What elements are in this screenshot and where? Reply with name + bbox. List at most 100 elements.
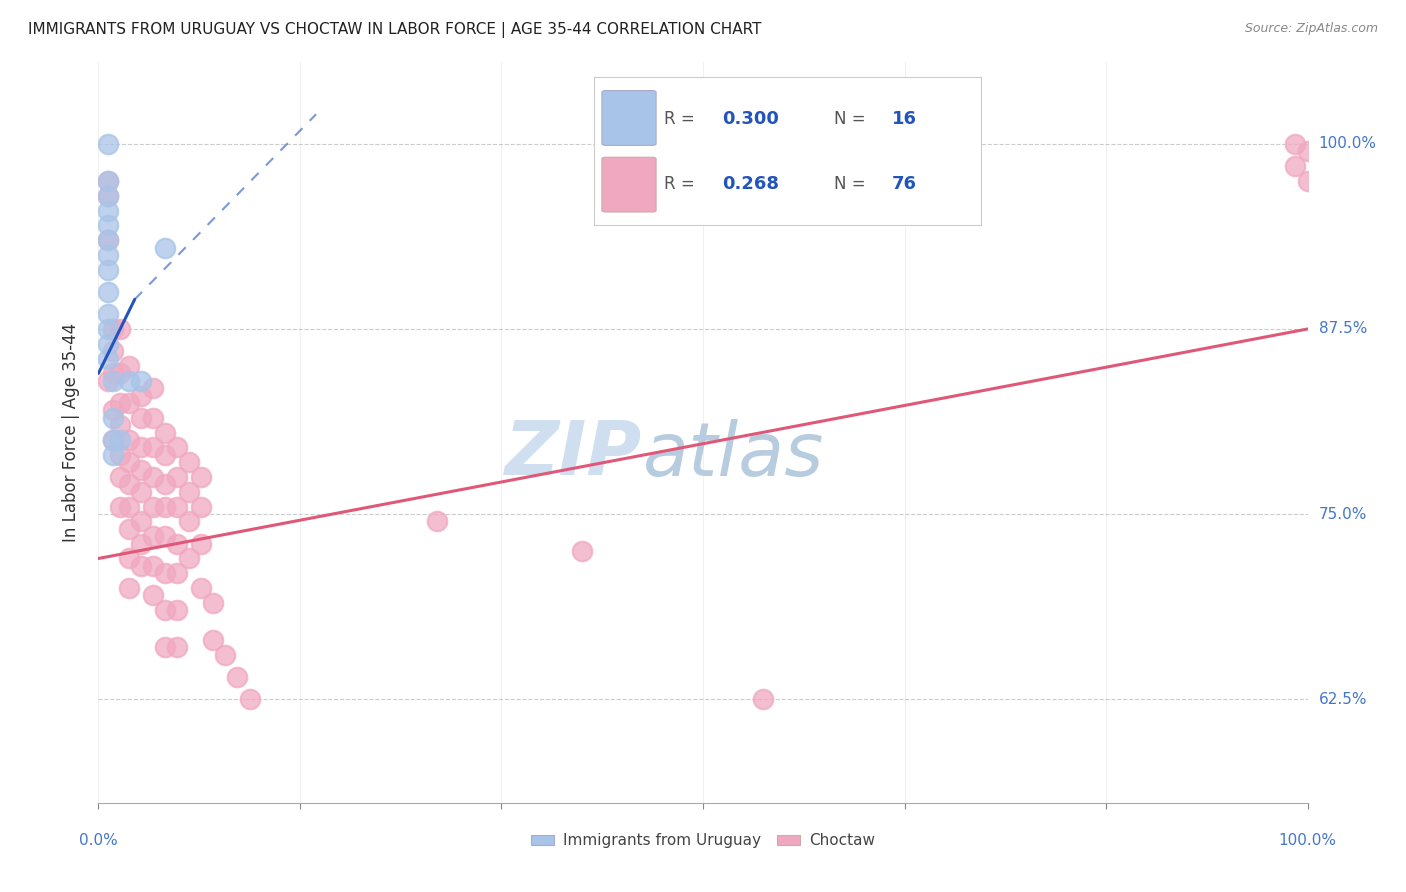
Point — [129, 410, 152, 425]
Point — [97, 248, 120, 262]
Point — [101, 448, 124, 462]
Point — [97, 322, 120, 336]
Point — [118, 359, 141, 373]
Point — [153, 240, 176, 255]
Y-axis label: In Labor Force | Age 35-44: In Labor Force | Age 35-44 — [62, 323, 80, 542]
Point — [129, 441, 152, 455]
Point — [179, 484, 201, 499]
Point — [97, 174, 120, 188]
Point — [129, 537, 152, 551]
Legend: Immigrants from Uruguay, Choctaw: Immigrants from Uruguay, Choctaw — [526, 827, 880, 855]
Text: 0.0%: 0.0% — [79, 833, 118, 848]
Point — [179, 551, 201, 566]
Point — [108, 500, 131, 514]
Point — [108, 470, 131, 484]
Point — [166, 566, 188, 581]
Point — [118, 551, 141, 566]
Point — [118, 455, 141, 469]
Point — [118, 522, 141, 536]
Point — [101, 410, 124, 425]
Point — [108, 396, 131, 410]
Point — [108, 418, 131, 433]
Point — [1284, 136, 1306, 151]
Text: ZIP: ZIP — [505, 418, 643, 491]
Point — [142, 589, 165, 603]
Point — [166, 470, 188, 484]
Point — [239, 692, 262, 706]
Point — [153, 640, 176, 655]
Text: Source: ZipAtlas.com: Source: ZipAtlas.com — [1244, 22, 1378, 36]
Point — [118, 500, 141, 514]
Point — [153, 566, 176, 581]
Point — [142, 470, 165, 484]
Point — [97, 374, 120, 388]
Point — [97, 188, 120, 202]
Point — [129, 484, 152, 499]
Point — [97, 203, 120, 218]
Point — [129, 389, 152, 403]
Text: IMMIGRANTS FROM URUGUAY VS CHOCTAW IN LABOR FORCE | AGE 35-44 CORRELATION CHART: IMMIGRANTS FROM URUGUAY VS CHOCTAW IN LA… — [28, 22, 762, 38]
Point — [166, 603, 188, 617]
Point — [129, 374, 152, 388]
Point — [101, 367, 124, 381]
Text: 100.0%: 100.0% — [1278, 833, 1337, 848]
Point — [179, 515, 201, 529]
Text: 100.0%: 100.0% — [1319, 136, 1376, 152]
Point — [190, 470, 212, 484]
Point — [153, 529, 176, 543]
Point — [142, 500, 165, 514]
Point — [101, 322, 124, 336]
Point — [202, 596, 225, 610]
Point — [97, 219, 120, 233]
Point — [166, 441, 188, 455]
Point — [108, 448, 131, 462]
Point — [142, 381, 165, 395]
Point — [97, 351, 120, 366]
Point — [108, 367, 131, 381]
Point — [166, 640, 188, 655]
Text: 75.0%: 75.0% — [1319, 507, 1367, 522]
Point — [97, 336, 120, 351]
Point — [190, 500, 212, 514]
Point — [129, 558, 152, 573]
Point — [97, 188, 120, 202]
Point — [101, 374, 124, 388]
Point — [142, 410, 165, 425]
Point — [142, 558, 165, 573]
Point — [153, 603, 176, 617]
Point — [101, 433, 124, 447]
Point — [226, 670, 249, 684]
Point — [153, 448, 176, 462]
Point — [108, 322, 131, 336]
Point — [190, 537, 212, 551]
Point — [202, 632, 225, 647]
Point — [571, 544, 593, 558]
Point — [1284, 159, 1306, 173]
Point — [153, 477, 176, 491]
Point — [101, 344, 124, 359]
Point — [142, 441, 165, 455]
Point — [166, 537, 188, 551]
Point — [214, 648, 236, 662]
Point — [101, 403, 124, 417]
Point — [179, 455, 201, 469]
Point — [190, 581, 212, 595]
Point — [108, 433, 131, 447]
Point — [97, 174, 120, 188]
Point — [97, 285, 120, 299]
Point — [752, 692, 775, 706]
Point — [1296, 145, 1319, 159]
Point — [153, 425, 176, 440]
Point — [118, 477, 141, 491]
Point — [118, 374, 141, 388]
Point — [101, 433, 124, 447]
Text: atlas: atlas — [643, 419, 824, 491]
Point — [426, 515, 449, 529]
Point — [118, 433, 141, 447]
Point — [129, 515, 152, 529]
Point — [97, 233, 120, 247]
Point — [97, 262, 120, 277]
Text: 62.5%: 62.5% — [1319, 691, 1367, 706]
Point — [97, 136, 120, 151]
Point — [118, 581, 141, 595]
